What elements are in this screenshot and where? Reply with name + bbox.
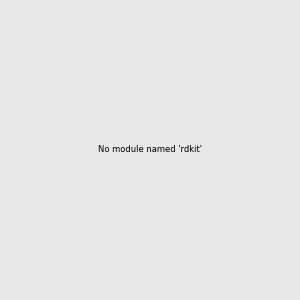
Text: No module named 'rdkit': No module named 'rdkit' bbox=[98, 146, 202, 154]
